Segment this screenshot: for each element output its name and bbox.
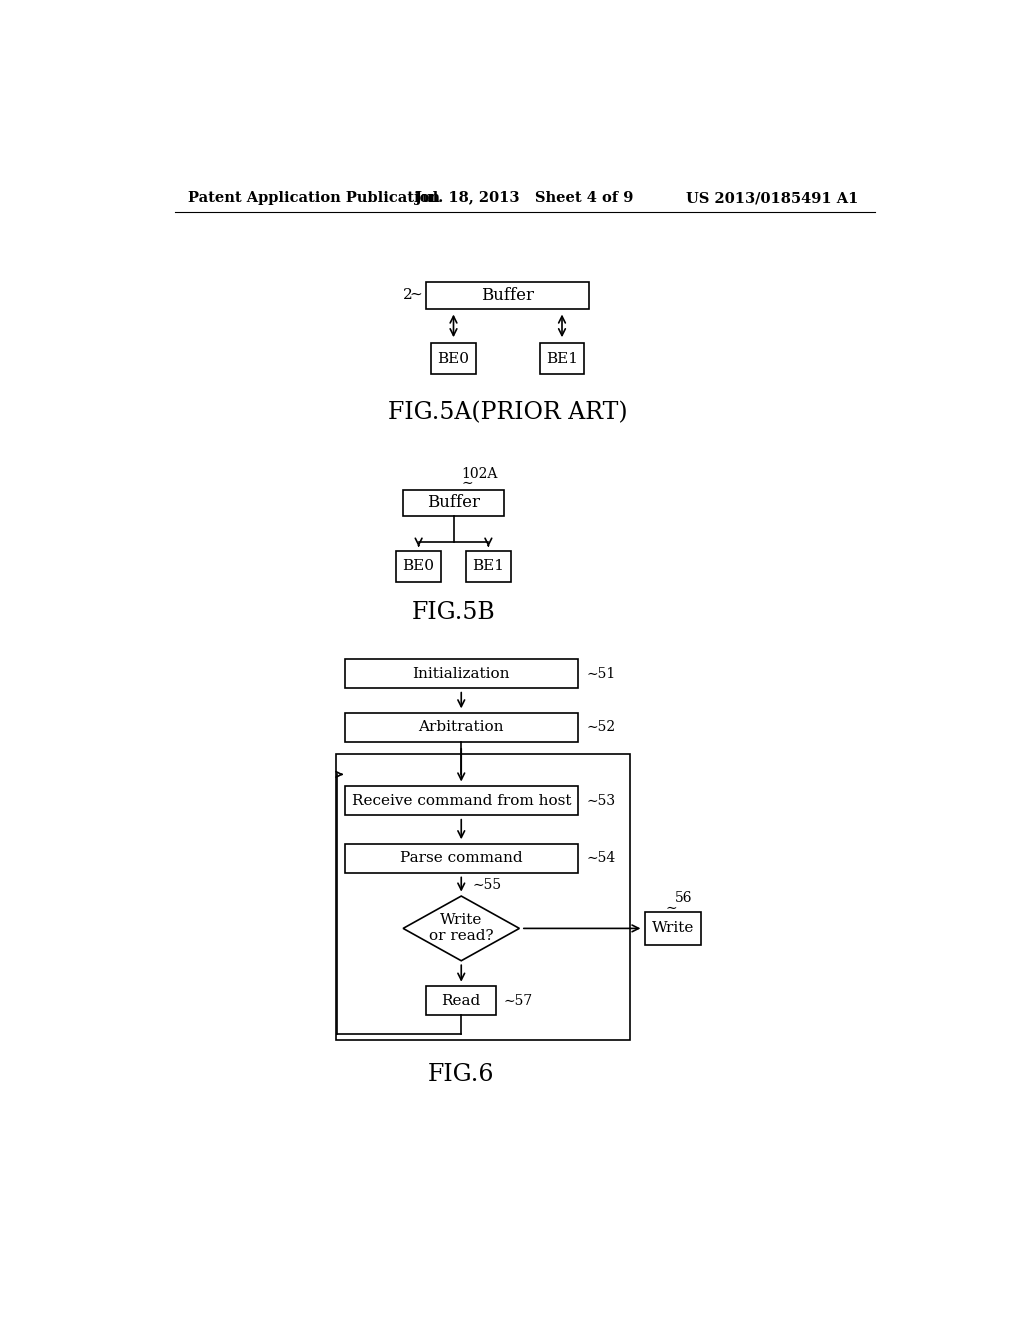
Text: BE1: BE1 [546,351,578,366]
FancyBboxPatch shape [345,659,578,688]
FancyBboxPatch shape [540,343,585,374]
Text: Parse command: Parse command [400,851,522,866]
Polygon shape [403,896,519,961]
Text: ∼55: ∼55 [473,878,502,892]
Text: Jul. 18, 2013   Sheet 4 of 9: Jul. 18, 2013 Sheet 4 of 9 [415,191,633,206]
Text: FIG.6: FIG.6 [428,1063,495,1086]
Text: Receive command from host: Receive command from host [351,793,571,808]
Text: Write
or read?: Write or read? [429,913,494,944]
Text: BE1: BE1 [472,560,505,573]
FancyBboxPatch shape [426,281,589,309]
FancyBboxPatch shape [396,552,441,582]
FancyBboxPatch shape [403,490,504,516]
Text: ∼: ∼ [410,288,423,302]
Text: BE0: BE0 [402,560,434,573]
FancyBboxPatch shape [345,843,578,873]
Text: FIG.5B: FIG.5B [412,601,496,624]
FancyBboxPatch shape [345,785,578,816]
Text: ∼57: ∼57 [504,994,534,1007]
Text: Buffer: Buffer [481,286,535,304]
Text: Patent Application Publication: Patent Application Publication [188,191,440,206]
Text: Read: Read [441,994,481,1007]
Text: 2: 2 [402,288,413,302]
FancyBboxPatch shape [431,343,476,374]
Text: ∼: ∼ [461,477,473,490]
FancyBboxPatch shape [336,754,630,1040]
Text: Arbitration: Arbitration [419,721,504,734]
Text: ∼54: ∼54 [587,851,616,866]
FancyBboxPatch shape [345,713,578,742]
Text: Write: Write [651,921,694,936]
Text: ∼52: ∼52 [587,721,615,734]
Text: BE0: BE0 [437,351,469,366]
Text: 102A: 102A [461,467,498,480]
Text: ∼: ∼ [665,900,677,915]
Text: 56: 56 [675,891,692,906]
FancyBboxPatch shape [426,986,496,1015]
Text: FIG.5A(PRIOR ART): FIG.5A(PRIOR ART) [388,401,628,424]
FancyBboxPatch shape [466,552,511,582]
Text: Initialization: Initialization [413,667,510,681]
Text: Buffer: Buffer [427,495,480,511]
Text: US 2013/0185491 A1: US 2013/0185491 A1 [686,191,858,206]
FancyBboxPatch shape [645,912,700,945]
Text: ∼53: ∼53 [587,793,615,808]
Text: ∼51: ∼51 [587,667,616,681]
